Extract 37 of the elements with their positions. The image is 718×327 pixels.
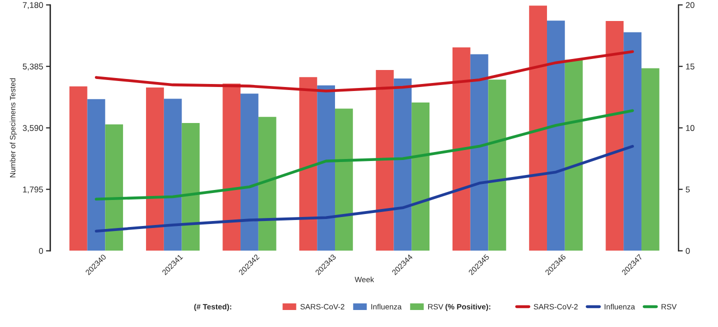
bar: [164, 98, 182, 251]
y-tick-label: 3,590: [22, 125, 43, 132]
bar: [546, 20, 565, 251]
y-tick-label: 1,795: [23, 186, 43, 194]
bar: [240, 94, 258, 251]
bar: [452, 47, 470, 251]
y-tick-label: 5,385: [22, 64, 43, 70]
bar: [412, 102, 430, 251]
bar: [394, 78, 412, 251]
bar: [624, 32, 642, 251]
bar: [529, 6, 547, 251]
bar: [69, 86, 88, 251]
bar: [376, 70, 394, 251]
y2-tick-label: 0: [686, 248, 690, 254]
bar: [470, 54, 488, 251]
bar: [105, 124, 124, 251]
bar: [564, 60, 583, 251]
bar: [488, 80, 506, 251]
bar: [182, 123, 200, 251]
bar: [299, 77, 318, 251]
line-series: [94, 50, 634, 92]
bar: [258, 116, 276, 251]
line-series: [94, 144, 634, 233]
y2-tick-label: 10: [686, 125, 694, 131]
bar: [606, 21, 624, 251]
y2-tick-label: 15: [686, 64, 694, 70]
y2-tick-label: 5: [686, 186, 690, 192]
y-tick-label: 7,180: [22, 2, 43, 9]
bar: [317, 85, 336, 251]
y2-tick-label: 20: [686, 2, 694, 8]
bar: [641, 68, 660, 251]
bar: [335, 108, 353, 251]
y-tick-label: 0: [39, 248, 43, 254]
bar: [87, 99, 106, 251]
bar: [146, 87, 164, 251]
line-series: [94, 109, 634, 201]
bar: [222, 84, 241, 251]
